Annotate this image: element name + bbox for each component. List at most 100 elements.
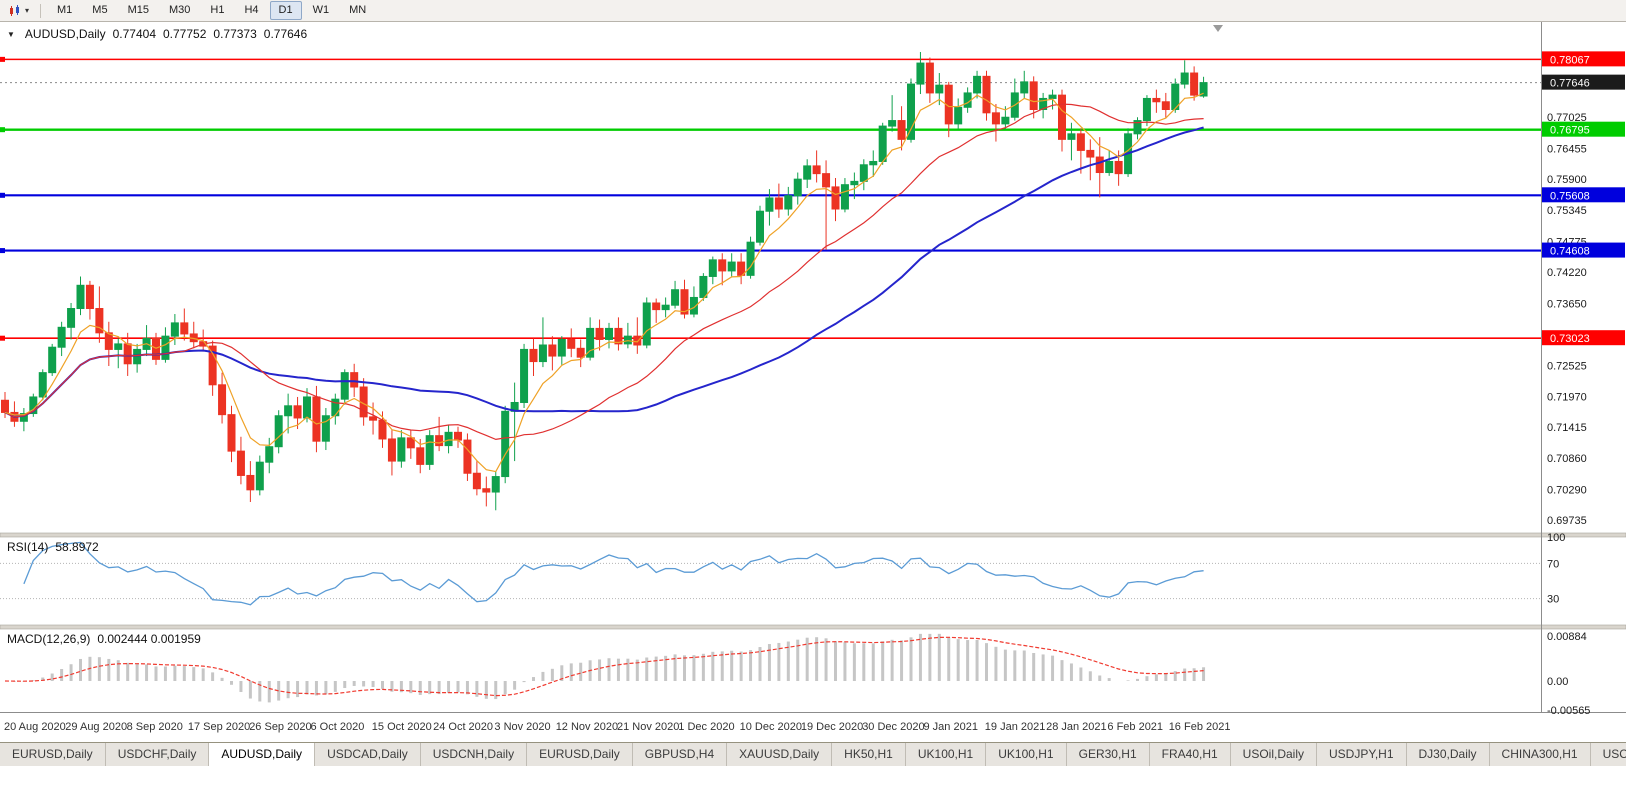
tab-usdcad-daily[interactable]: USDCAD,Daily	[315, 743, 421, 766]
candle-body	[916, 62, 925, 85]
candle-body	[718, 259, 727, 272]
candle-body	[435, 435, 444, 447]
price-axis-label: 0.77025	[1547, 112, 1587, 124]
candle-body	[595, 327, 604, 340]
ma-mid-line	[4, 103, 1204, 441]
candle-body	[652, 302, 661, 311]
candle-body	[897, 120, 906, 140]
rsi-line	[23, 541, 1204, 606]
line-handle[interactable]	[0, 248, 5, 254]
candle-body	[303, 396, 311, 419]
macd-axis-label: 0.00884	[1547, 631, 1587, 643]
tab-fra40-h1[interactable]: FRA40,H1	[1150, 743, 1231, 766]
timeframe-h4[interactable]: H4	[244, 3, 259, 16]
line-handle[interactable]	[0, 192, 5, 198]
date-axis-label: 6 Feb 2021	[1107, 721, 1163, 733]
candle-body	[699, 275, 708, 298]
chart-shift-marker[interactable]	[1213, 25, 1223, 32]
candle-body	[756, 210, 764, 243]
tab-usdcnh-daily[interactable]: USDCNH,Daily	[421, 743, 528, 766]
candle-body	[501, 410, 510, 478]
candle-body	[822, 173, 831, 188]
candle-body	[378, 419, 387, 440]
tab-uk100-h1[interactable]: UK100,H1	[986, 743, 1067, 766]
price-chart-canvas[interactable]: 0.770250.764550.759000.753450.747750.742…	[0, 22, 1626, 742]
candle-body	[482, 488, 491, 493]
candle-body	[850, 180, 859, 186]
tab-eurusd-daily[interactable]: EURUSD,Daily	[527, 743, 633, 766]
timeframe-mn[interactable]: MN	[349, 3, 367, 16]
line-handle[interactable]	[0, 56, 5, 62]
candle-body	[1058, 94, 1066, 140]
price-level-badge	[1542, 330, 1625, 346]
candle-body	[274, 415, 283, 448]
candle-body	[1152, 97, 1161, 103]
candle-body	[170, 322, 179, 337]
tab-china300-h1[interactable]: CHINA300,H1	[1490, 743, 1591, 766]
candle-body	[19, 413, 28, 422]
candle-body	[85, 284, 94, 310]
timeframe-m15[interactable]: M15	[127, 3, 149, 16]
tab-usoil-daily[interactable]: USOil,Daily	[1231, 743, 1318, 766]
chart-type-dropdown[interactable]: ▾	[4, 4, 34, 18]
candle-body	[1105, 160, 1114, 174]
chart-area[interactable]: 0.77025 0.76455 0.75900 0.75345 0.74775 0.742…	[0, 22, 1626, 742]
tab-usc[interactable]: USC	[1591, 743, 1626, 766]
timeframe-w1[interactable]: W1	[312, 3, 330, 16]
candle-body	[406, 437, 415, 449]
chart-collapse-icon[interactable]: ▼	[7, 29, 15, 39]
candle-body	[689, 296, 698, 315]
candle-body	[57, 326, 66, 348]
candle-body	[671, 289, 680, 306]
candle-body	[1161, 101, 1170, 111]
candle-body	[312, 396, 321, 442]
tab-usdjpy-h1[interactable]: USDJPY,H1	[1317, 743, 1407, 766]
date-axis-label: 8 Sep 2020	[127, 721, 183, 733]
tab-eurusd-daily[interactable]: EURUSD,Daily	[0, 743, 106, 766]
pane-separator[interactable]	[0, 624, 1626, 630]
price-axis-label: 0.75345	[1547, 205, 1587, 217]
candle-body	[1114, 160, 1123, 175]
timeframe-toolbar: ▾ M1 M5 M15 M30 H1 H4 D1 W1 MN	[0, 0, 1626, 22]
timeframe-m30[interactable]: M30	[168, 3, 191, 16]
tab-usdchf-daily[interactable]: USDCHF,Daily	[106, 743, 210, 766]
ma-slow-line	[4, 126, 1204, 418]
candle-body	[907, 83, 915, 140]
tab-dj30-daily[interactable]: DJ30,Daily	[1407, 743, 1490, 766]
line-handle[interactable]	[0, 335, 5, 341]
candle-body	[246, 474, 255, 491]
candle-body	[104, 332, 113, 350]
price-axis-label: 0.75900	[1547, 174, 1587, 186]
pane-separator[interactable]	[0, 532, 1626, 538]
tab-uk100-h1[interactable]: UK100,H1	[906, 743, 987, 766]
date-axis-label: 6 Oct 2020	[311, 721, 365, 733]
candle-body	[340, 372, 349, 400]
line-handle[interactable]	[0, 127, 5, 133]
timeframe-d1[interactable]: D1	[269, 0, 302, 21]
candle-body	[1180, 72, 1189, 85]
candle-body	[236, 450, 245, 476]
tab-xauusd-daily[interactable]: XAUUSD,Daily	[727, 743, 833, 766]
chevron-down-icon: ▾	[25, 5, 30, 15]
candle-body	[727, 261, 736, 272]
tab-hk50-h1[interactable]: HK50,H1	[832, 743, 906, 766]
tab-gbpusd-h4[interactable]: GBPUSD,H4	[633, 743, 728, 766]
timeframe-m1[interactable]: M1	[57, 3, 73, 16]
chart-tabs: EURUSD,Daily USDCHF,Daily AUDUSD,Daily USDC…	[0, 743, 1626, 766]
candle-body	[161, 335, 170, 360]
timeframe-h1[interactable]: H1	[210, 3, 225, 16]
candle-body	[548, 344, 557, 357]
candle-body	[416, 447, 425, 465]
candle-body	[218, 384, 227, 416]
tab-audusd-daily[interactable]: AUDUSD,Daily	[209, 743, 316, 766]
price-level-badge-text: 0.75608	[1550, 190, 1590, 202]
timeframe-m5[interactable]: M5	[92, 3, 108, 16]
price-axis-label: 0.69735	[1547, 515, 1587, 527]
candle-body	[859, 164, 868, 182]
candle-body	[878, 125, 887, 162]
price-level-badge	[1542, 51, 1625, 67]
tab-ger30-h1[interactable]: GER30,H1	[1067, 743, 1150, 766]
price-axis-label: 0.76455	[1547, 143, 1587, 155]
date-axis-label: 29 Aug 2020	[65, 721, 127, 733]
